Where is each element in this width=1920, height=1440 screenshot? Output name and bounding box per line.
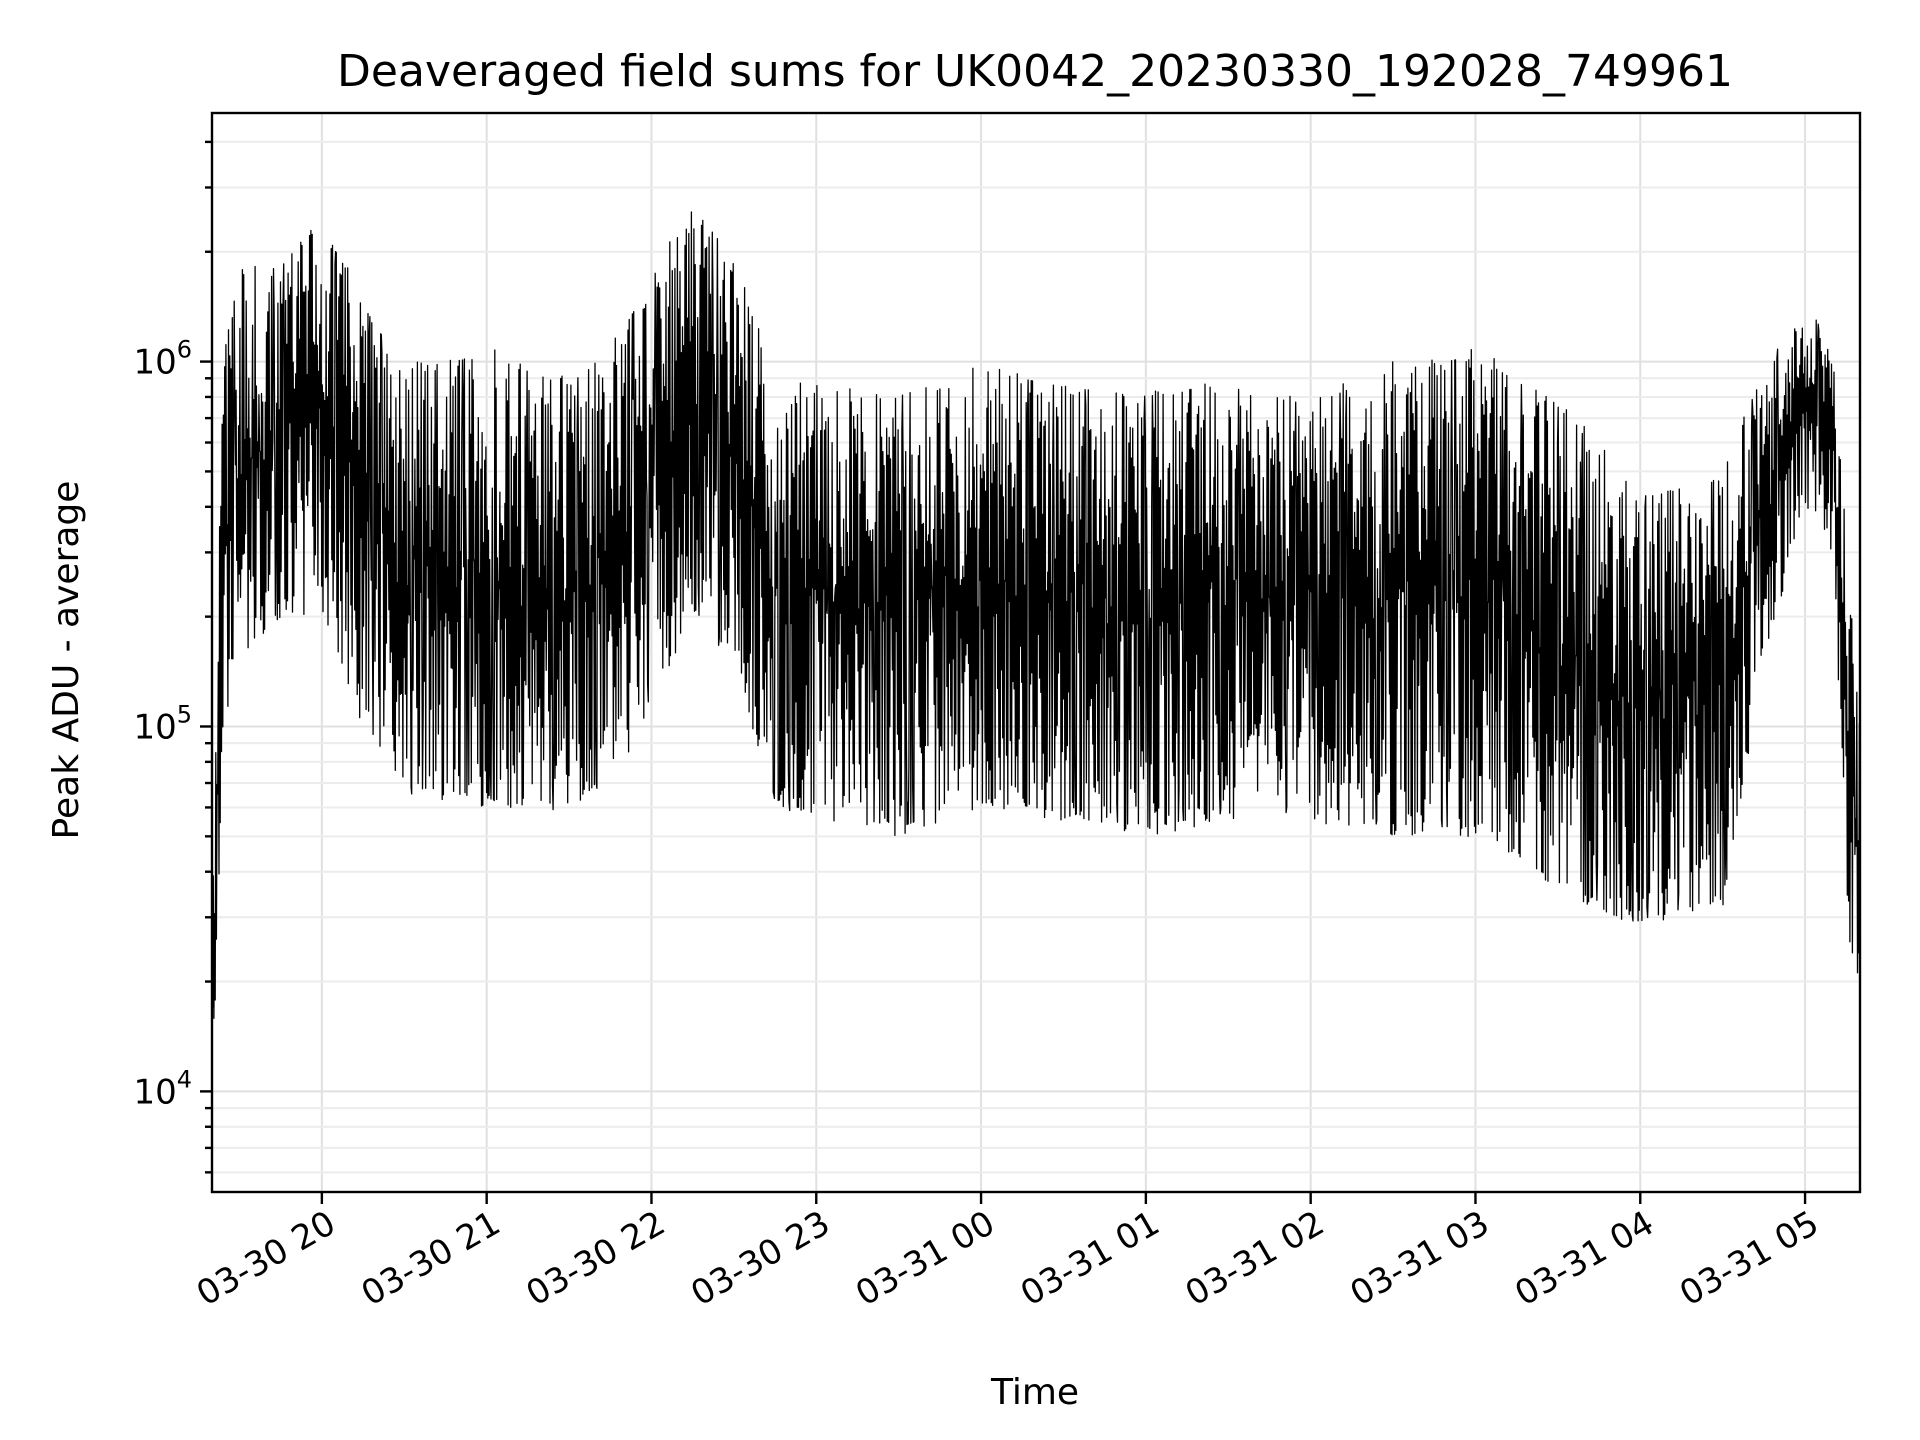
x-tick-label: 03-31 04 [1508, 1203, 1660, 1314]
y-tick-label: 106 [133, 336, 192, 383]
x-tick-label: 03-30 20 [190, 1203, 342, 1314]
grid [212, 113, 1860, 1192]
chart-title: Deaveraged field sums for UK0042_2023033… [337, 46, 1733, 97]
y-tick-label: 104 [133, 1065, 192, 1112]
x-tick-label: 03-31 01 [1014, 1203, 1166, 1314]
x-axis: 03-30 20 03-30 21 03-30 22 03-30 23 03-31 00… [190, 1192, 1826, 1314]
x-tick-label: 03-31 02 [1179, 1203, 1331, 1314]
x-axis-label: Time [990, 1372, 1079, 1413]
plot-frame [210, 111, 1862, 1194]
x-tick-label: 03-31 05 [1673, 1203, 1825, 1314]
x-tick-label: 03-30 23 [684, 1203, 836, 1314]
x-tick-label: 03-31 00 [849, 1203, 1001, 1314]
y-tick-label: 105 [133, 700, 192, 747]
x-tick-label: 03-30 22 [520, 1203, 672, 1314]
series-line [211, 211, 1861, 1019]
x-tick-label: 03-30 21 [355, 1203, 507, 1314]
y-axis: 104 105 106 [133, 140, 212, 1174]
series-layer [211, 211, 1861, 1019]
y-axis-label: Peak ADU - average [46, 481, 87, 840]
x-tick-label: 03-31 03 [1344, 1203, 1496, 1314]
